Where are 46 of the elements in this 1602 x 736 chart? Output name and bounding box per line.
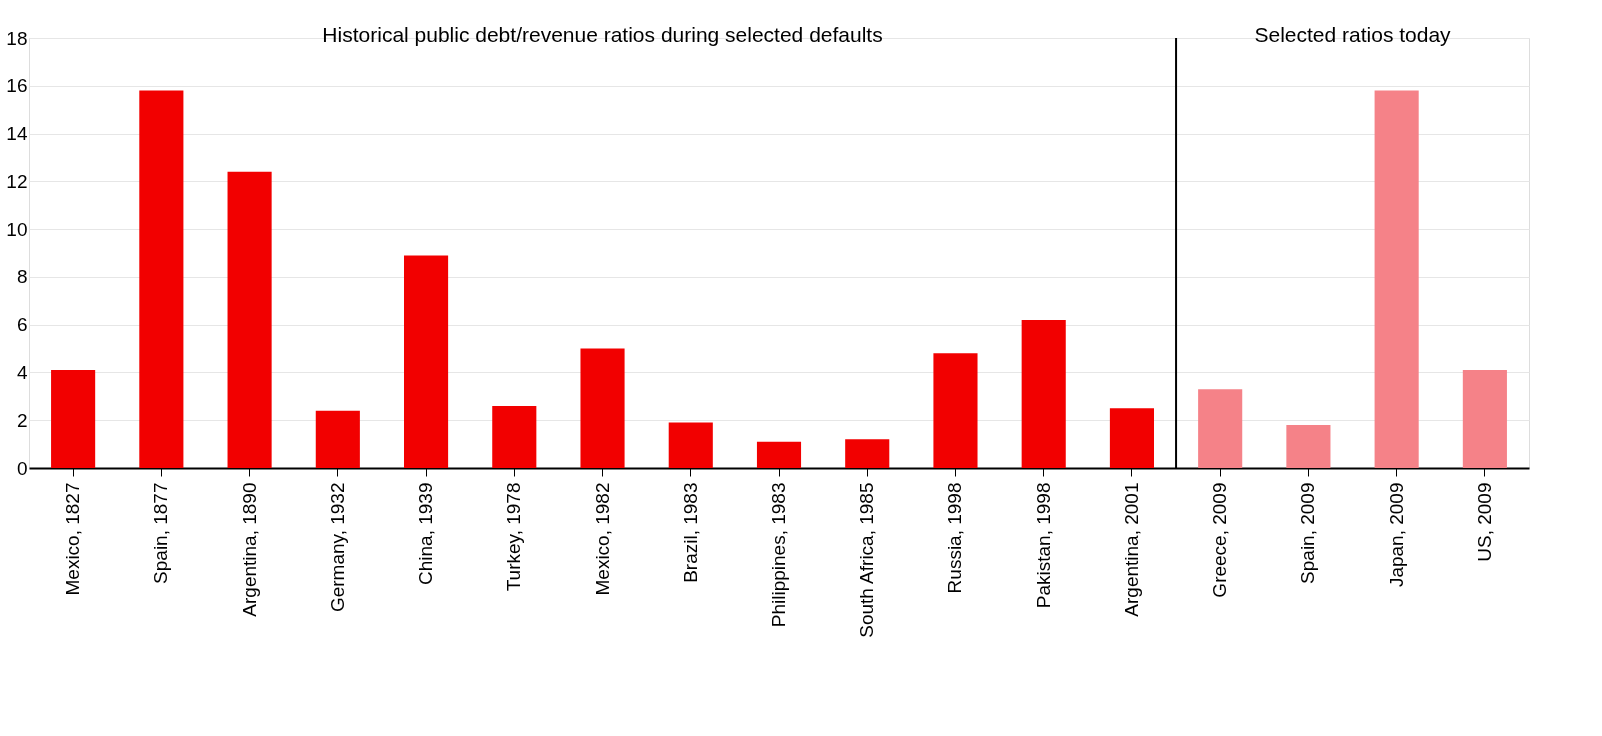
y-tick-label: 4: [16, 361, 28, 383]
bar: [1286, 425, 1331, 468]
bar: [1462, 370, 1507, 468]
y-tick-label: 8: [16, 266, 28, 288]
y-tick-label: 6: [16, 314, 28, 336]
y-tick-label: 18: [6, 27, 28, 49]
bar: [668, 422, 713, 468]
x-tick-label: Japan, 2009: [1385, 482, 1407, 588]
y-tick-label: 16: [6, 75, 28, 97]
x-tick-label: US, 2009: [1473, 482, 1495, 562]
x-tick-label: Spain, 2009: [1297, 482, 1319, 584]
y-tick-label: 2: [16, 409, 28, 431]
x-tick-label: Philippines, 1983: [768, 482, 789, 628]
y-tick-label: 12: [6, 170, 28, 192]
y-tick-label: 10: [6, 218, 28, 240]
annotation: Selected ratios today: [1254, 23, 1452, 46]
x-tick-label: Spain, 1877: [150, 482, 172, 584]
y-tick-label: 14: [6, 123, 28, 145]
bar: [580, 348, 625, 468]
bar: [139, 90, 184, 468]
bar: [1374, 90, 1419, 468]
bar: [1109, 408, 1154, 468]
bar: [756, 441, 802, 468]
bar: [933, 353, 978, 468]
x-tick-label: South Africa, 1985: [856, 482, 878, 638]
bar: [492, 405, 537, 468]
bar: [315, 410, 360, 468]
x-tick-label: Mexico, 1982: [591, 482, 613, 596]
x-tick-label: Germany, 1932: [326, 482, 348, 613]
bar: [1021, 319, 1066, 468]
x-tick-label: Mexico, 1827: [62, 482, 84, 596]
x-tick-label: Argentina, 1890: [238, 482, 260, 617]
annotation: Historical public debt/revenue ratios during selected defaults: [322, 23, 883, 46]
bar: [51, 370, 96, 468]
x-tick-label: Russia, 1998: [944, 482, 966, 594]
x-tick-label: Argentina, 2001: [1120, 482, 1142, 617]
y-tick-label: 0: [16, 457, 28, 479]
x-tick-label: Turkey, 1978: [503, 482, 525, 592]
bar: [227, 171, 272, 468]
x-tick-label: Pakistan, 1998: [1032, 482, 1054, 609]
x-tick-label: Greece, 2009: [1209, 482, 1231, 598]
bar: [1198, 389, 1243, 468]
x-tick-label: Brazil, 1983: [679, 482, 701, 583]
x-tick-label: China, 1939: [415, 482, 437, 585]
bar: [845, 439, 890, 468]
bar: [404, 255, 449, 468]
